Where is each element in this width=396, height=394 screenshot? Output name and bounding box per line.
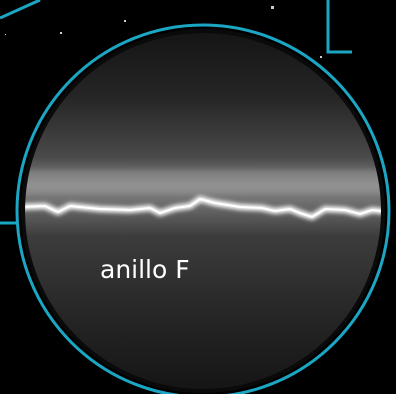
scene: anillo F	[0, 0, 396, 394]
page: anillo F (() => { const data = JSON.pars…	[0, 0, 396, 394]
caption: anillo F	[100, 255, 190, 284]
